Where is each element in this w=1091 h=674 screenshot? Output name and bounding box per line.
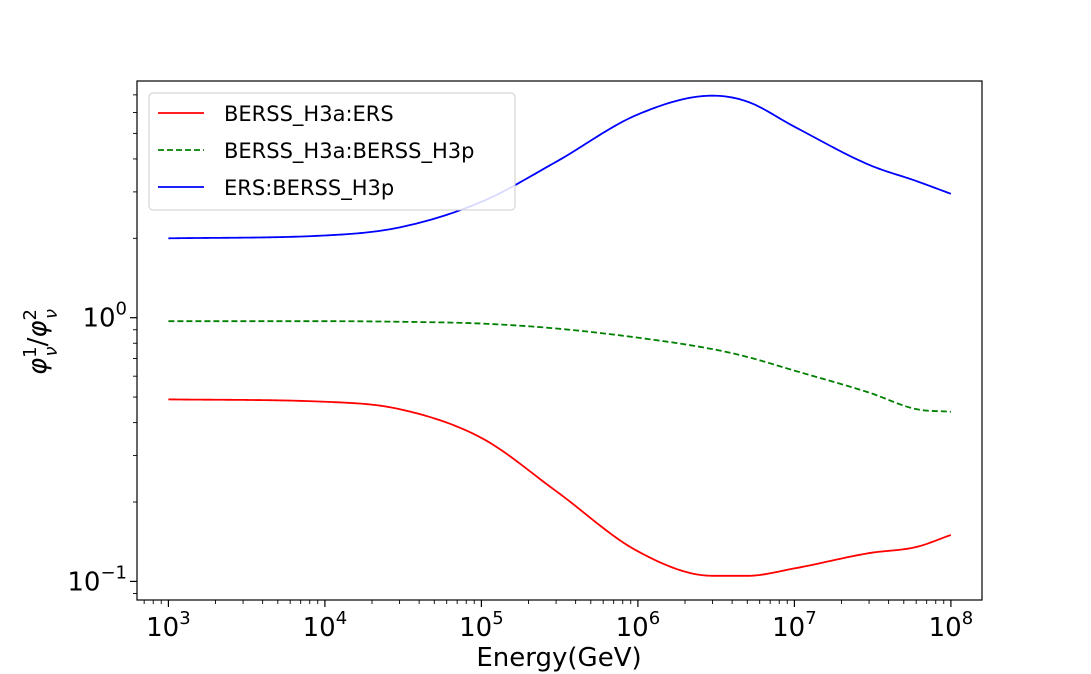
series-layer bbox=[168, 94, 952, 577]
y-axis-title: φ1ν/φ2ν bbox=[20, 309, 62, 375]
x-tick-label: 106 bbox=[616, 608, 661, 643]
legend-box bbox=[148, 92, 516, 211]
svg-text:φ1ν/φ2ν: φ1ν/φ2ν bbox=[20, 309, 62, 375]
legend-label-2: BERSS_H3a:BERSS_H3p bbox=[224, 139, 474, 164]
x-tick-label: 107 bbox=[772, 608, 817, 643]
plot-frame bbox=[136, 80, 983, 601]
series-line-2 bbox=[168, 320, 951, 413]
y-tick-label: 10−1 bbox=[67, 562, 127, 597]
x-tick-label: 103 bbox=[146, 608, 191, 643]
legend-label-3: ERS:BERSS_H3p bbox=[224, 176, 394, 201]
y-tick-label: 100 bbox=[82, 299, 127, 334]
x-tick-label: 104 bbox=[303, 608, 348, 643]
series-line-1 bbox=[168, 398, 952, 577]
legend-label-1: BERSS_H3a:ERS bbox=[224, 102, 394, 127]
x-tick-label: 108 bbox=[929, 608, 974, 643]
legend: BERSS_H3a:ERS BERSS_H3a:BERSS_H3p ERS:BERS… bbox=[148, 92, 516, 211]
series-line-3 bbox=[168, 94, 952, 240]
x-tick-label: 105 bbox=[459, 608, 504, 643]
x-axis-title: Energy(GeV) bbox=[476, 643, 641, 673]
axes-layer: 103 104 105 106 107 108 100 10−1 bbox=[67, 80, 983, 643]
